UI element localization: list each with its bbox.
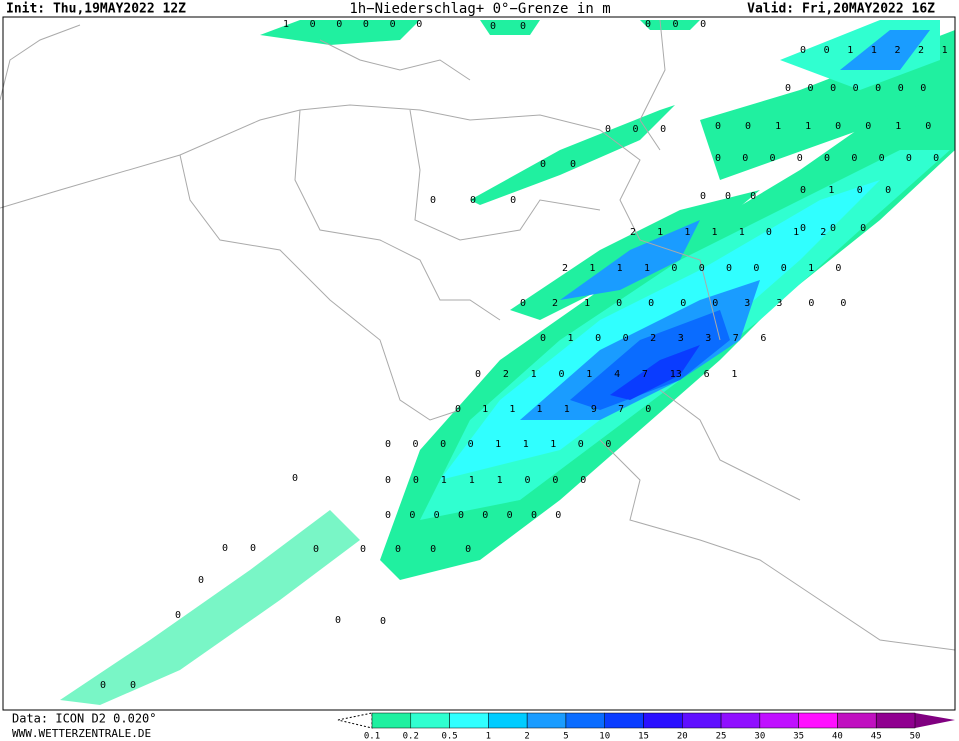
value-label: 0 0 0 0 1 1 1 0 0 bbox=[385, 439, 611, 450]
value-label: 0 0 0 bbox=[645, 19, 706, 30]
value-labels: 1 0 0 0 0 0 0 0 0 0 0 0 0 1 1 2 2 1 0 0 0 0 … bbox=[100, 19, 959, 691]
value-label: 2 1 1 1 1 0 1 2 bbox=[630, 227, 826, 238]
legend-swatch bbox=[410, 712, 450, 729]
legend-label: 0.1 bbox=[364, 732, 380, 741]
legend-label: 1 bbox=[486, 732, 491, 741]
legend-label: 5 bbox=[563, 732, 568, 741]
value-label: 0 1 0 0 bbox=[800, 185, 891, 196]
legend-swatch bbox=[488, 712, 528, 729]
legend-label: 40 bbox=[832, 732, 843, 741]
value-label: 0 bbox=[380, 616, 386, 627]
legend-swatch bbox=[565, 712, 605, 729]
value-label: 2 1 1 1 0 0 0 0 0 1 0 bbox=[562, 263, 841, 274]
legend-label: 20 bbox=[677, 732, 688, 741]
map-title: 1h−Niederschlag+ 0°−Grenze in m bbox=[349, 1, 610, 17]
value-label: 0 0 0 0 bbox=[360, 544, 471, 555]
legend-swatch bbox=[526, 712, 567, 729]
value-label: 0 1 1 1 1 9 7 0 bbox=[455, 404, 651, 415]
legend-label: 10 bbox=[599, 732, 610, 741]
legend-swatch bbox=[682, 712, 722, 729]
precipitation bbox=[60, 20, 955, 705]
value-label: 0 bbox=[292, 473, 298, 484]
value-label: 0 2 1 0 0 0 0 3 3 0 0 bbox=[520, 298, 846, 309]
map-frame bbox=[2, 16, 956, 711]
legend-swatch bbox=[449, 712, 489, 729]
valid-time: Valid: Fri,20MAY2022 16Z bbox=[747, 2, 935, 17]
legend-label: 25 bbox=[716, 732, 727, 741]
legend-end bbox=[915, 713, 955, 728]
value-label: 0 0 0 bbox=[605, 124, 666, 135]
legend-swatch bbox=[759, 712, 799, 729]
legend: 0.1 0.2 0.5 1 2 5 10 15 20 25 30 35 40 45 50 bbox=[337, 712, 955, 741]
value-label: 0 0 0 bbox=[430, 195, 516, 206]
legend-swatch bbox=[875, 712, 916, 729]
legend-swatch bbox=[837, 712, 877, 729]
value-label: 1 0 0 0 0 0 bbox=[283, 19, 422, 30]
value-label: 0 0 bbox=[540, 159, 576, 170]
borders bbox=[0, 19, 956, 651]
legend-label: 0.5 bbox=[441, 732, 457, 741]
value-label: 0 0 bbox=[490, 21, 526, 32]
value-label: 0 2 1 0 1 4 7 13 6 1 bbox=[475, 369, 737, 380]
legend-swatch bbox=[371, 712, 412, 729]
legend-swatch bbox=[643, 712, 683, 729]
legend-swatch bbox=[720, 712, 761, 729]
website: WWW.WETTERZENTRALE.DE bbox=[12, 727, 151, 740]
value-label: 0 1 0 0 2 3 3 7 6 bbox=[540, 333, 766, 344]
data-source: Data: ICON D2 0.020° bbox=[12, 712, 157, 726]
legend-swatch bbox=[798, 712, 838, 729]
init-time: Init: Thu,19MAY2022 12Z bbox=[6, 2, 186, 17]
legend-start bbox=[337, 712, 373, 729]
value-label: 0 0 0 bbox=[800, 223, 866, 234]
legend-label: 15 bbox=[638, 732, 649, 741]
value-label: 0 0 1 1 2 2 1 0 bbox=[800, 45, 959, 56]
value-label: 0 0 1 1 1 0 0 0 bbox=[385, 475, 586, 486]
legend-swatch bbox=[604, 712, 644, 729]
value-label: 0 0 bbox=[100, 680, 136, 691]
value-label: 0 0 0 0 0 0 0 0 bbox=[385, 510, 561, 521]
value-label: 0 0 0 0 0 0 0 0 0 0 bbox=[715, 153, 959, 164]
legend-label: 0.2 bbox=[403, 732, 419, 741]
value-label: 0 0 bbox=[222, 543, 256, 554]
value-label: 0 bbox=[175, 610, 181, 621]
legend-label: 2 bbox=[524, 732, 529, 741]
value-label: 0 bbox=[335, 615, 341, 626]
value-label: 0 bbox=[198, 575, 204, 586]
value-label: 0 bbox=[313, 544, 319, 555]
value-label: 0 0 0 0 0 0 0 bbox=[785, 83, 926, 94]
legend-label: 45 bbox=[871, 732, 882, 741]
legend-label: 50 bbox=[910, 732, 921, 741]
value-label: 0 0 1 1 0 0 1 0 bbox=[715, 121, 931, 132]
legend-label: 35 bbox=[793, 732, 804, 741]
legend-label: 30 bbox=[754, 732, 765, 741]
value-label: 0 0 0 bbox=[700, 191, 756, 202]
